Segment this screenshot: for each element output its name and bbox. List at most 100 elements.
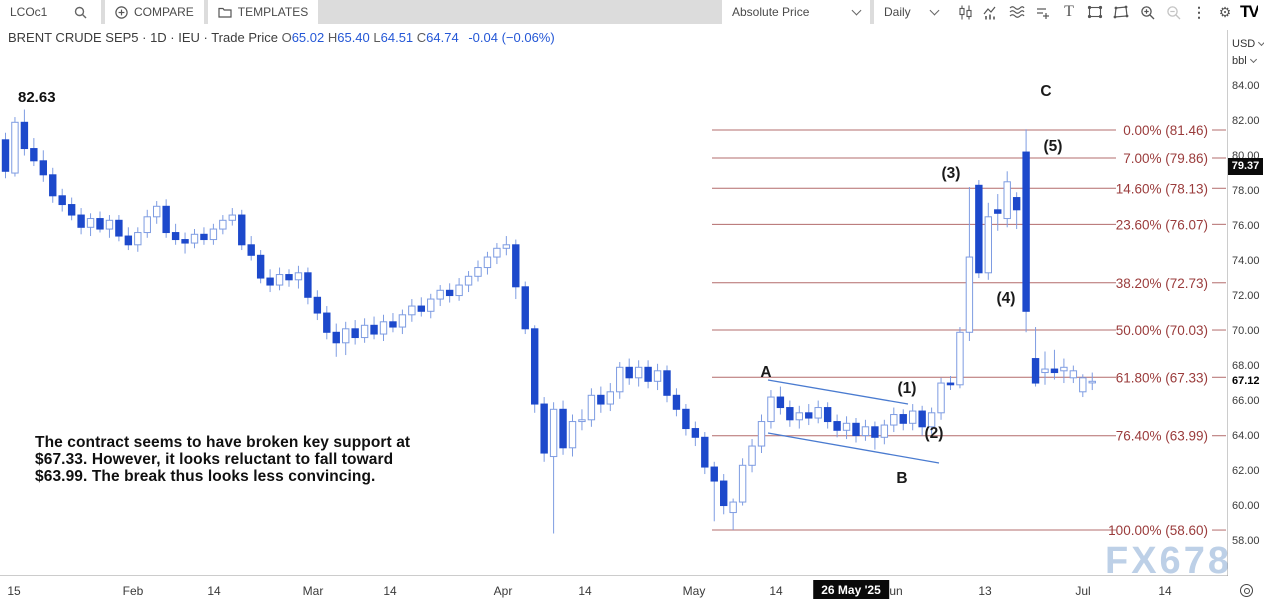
candle[interactable] bbox=[1050, 349, 1059, 380]
candle[interactable] bbox=[417, 297, 426, 317]
candle[interactable] bbox=[927, 407, 936, 434]
compare-button[interactable]: COMPARE bbox=[105, 0, 204, 24]
candle[interactable] bbox=[1060, 358, 1068, 384]
candle[interactable] bbox=[360, 318, 369, 343]
wave-label[interactable]: B bbox=[896, 470, 907, 487]
candle[interactable] bbox=[767, 390, 775, 429]
candle[interactable] bbox=[1012, 192, 1021, 230]
candle[interactable] bbox=[1079, 374, 1087, 398]
candle[interactable] bbox=[890, 407, 898, 433]
candle[interactable] bbox=[20, 109, 29, 156]
tradingview-logo[interactable]: TV bbox=[1240, 2, 1258, 21]
candle[interactable] bbox=[814, 400, 822, 424]
candle[interactable] bbox=[408, 299, 416, 322]
candle[interactable] bbox=[427, 293, 435, 319]
candle[interactable] bbox=[370, 316, 378, 340]
currency-dropdown[interactable]: USD bbox=[1232, 38, 1264, 50]
candle[interactable] bbox=[323, 306, 331, 340]
candle[interactable] bbox=[96, 211, 104, 233]
candle[interactable] bbox=[124, 227, 133, 251]
candle[interactable] bbox=[105, 215, 114, 238]
candle[interactable] bbox=[946, 376, 955, 391]
candle[interactable] bbox=[464, 271, 473, 293]
candle[interactable] bbox=[247, 236, 255, 261]
kebab-menu-icon[interactable]: ⋮ bbox=[1192, 3, 1206, 20]
candle[interactable] bbox=[445, 283, 454, 303]
search-icon[interactable] bbox=[69, 2, 91, 22]
fib-label[interactable]: 14.60% (78.13) bbox=[1116, 181, 1208, 196]
candle[interactable] bbox=[379, 314, 388, 342]
candle[interactable] bbox=[304, 267, 312, 305]
candle[interactable] bbox=[634, 360, 643, 387]
candle[interactable] bbox=[190, 229, 199, 249]
candle[interactable] bbox=[39, 150, 47, 182]
candle[interactable] bbox=[1003, 171, 1011, 228]
candle[interactable] bbox=[483, 251, 492, 275]
candle[interactable] bbox=[606, 383, 614, 412]
candle[interactable] bbox=[701, 432, 709, 475]
wave-label[interactable]: (3) bbox=[942, 165, 961, 182]
candle[interactable] bbox=[909, 404, 917, 431]
candle[interactable] bbox=[455, 278, 463, 301]
wave-label[interactable]: C bbox=[1040, 83, 1051, 100]
fib-label[interactable]: 0.00% (81.46) bbox=[1123, 123, 1208, 138]
candle[interactable] bbox=[578, 409, 586, 431]
candle[interactable] bbox=[918, 405, 926, 436]
polygon-tool-icon[interactable] bbox=[1110, 2, 1132, 22]
candle[interactable] bbox=[1069, 365, 1078, 384]
candle[interactable] bbox=[521, 281, 529, 335]
candle[interactable] bbox=[77, 208, 85, 235]
candle[interactable] bbox=[937, 377, 945, 420]
select-rect-icon[interactable] bbox=[1084, 2, 1106, 22]
candle[interactable] bbox=[238, 209, 246, 251]
candle[interactable] bbox=[1031, 327, 1040, 387]
fib-label[interactable]: 100.00% (58.60) bbox=[1108, 523, 1208, 538]
candle[interactable] bbox=[842, 416, 851, 440]
candle[interactable] bbox=[436, 285, 444, 307]
candle[interactable] bbox=[956, 327, 964, 389]
candle[interactable] bbox=[644, 360, 652, 389]
candle[interactable] bbox=[852, 418, 860, 443]
candle[interactable] bbox=[228, 208, 237, 226]
candle[interactable] bbox=[616, 362, 624, 399]
fib-label[interactable]: 38.20% (72.73) bbox=[1116, 276, 1208, 291]
fib-label[interactable]: 23.60% (76.07) bbox=[1116, 217, 1208, 232]
candle[interactable] bbox=[474, 260, 482, 282]
candle[interactable] bbox=[115, 215, 123, 242]
candle[interactable] bbox=[134, 227, 142, 252]
candle[interactable] bbox=[540, 397, 548, 462]
candle[interactable] bbox=[342, 321, 350, 356]
candle[interactable] bbox=[1041, 351, 1049, 385]
fib-label[interactable]: 7.00% (79.86) bbox=[1123, 151, 1208, 166]
trend-line[interactable] bbox=[767, 379, 909, 405]
wave-label[interactable]: (5) bbox=[1044, 138, 1063, 155]
candle[interactable] bbox=[502, 236, 511, 256]
candle[interactable] bbox=[994, 194, 1002, 231]
candle[interactable] bbox=[332, 323, 340, 357]
candle[interactable] bbox=[965, 187, 974, 342]
candle[interactable] bbox=[181, 232, 189, 254]
candle[interactable] bbox=[625, 358, 633, 385]
candle[interactable] bbox=[757, 414, 766, 454]
candle[interactable] bbox=[880, 419, 889, 445]
candle[interactable] bbox=[861, 419, 870, 441]
candle[interactable] bbox=[219, 215, 227, 235]
candle[interactable] bbox=[58, 188, 66, 212]
candle[interactable] bbox=[30, 138, 38, 167]
candle[interactable] bbox=[531, 325, 539, 413]
forecast-icon[interactable] bbox=[1032, 2, 1054, 22]
candle[interactable] bbox=[67, 197, 76, 221]
fib-label[interactable]: 50.00% (70.03) bbox=[1116, 323, 1208, 338]
candle[interactable] bbox=[351, 320, 359, 345]
candle[interactable] bbox=[682, 404, 690, 436]
candle[interactable] bbox=[823, 402, 832, 429]
candle[interactable] bbox=[710, 461, 718, 522]
candle[interactable] bbox=[266, 269, 274, 293]
candle[interactable] bbox=[153, 201, 161, 224]
zoom-in-icon[interactable] bbox=[1136, 2, 1158, 22]
candle[interactable] bbox=[984, 202, 992, 280]
wave-label[interactable]: (1) bbox=[898, 380, 917, 397]
wave-overlay-icon[interactable] bbox=[1006, 2, 1028, 22]
candle[interactable] bbox=[171, 223, 180, 245]
candle[interactable] bbox=[294, 265, 303, 289]
